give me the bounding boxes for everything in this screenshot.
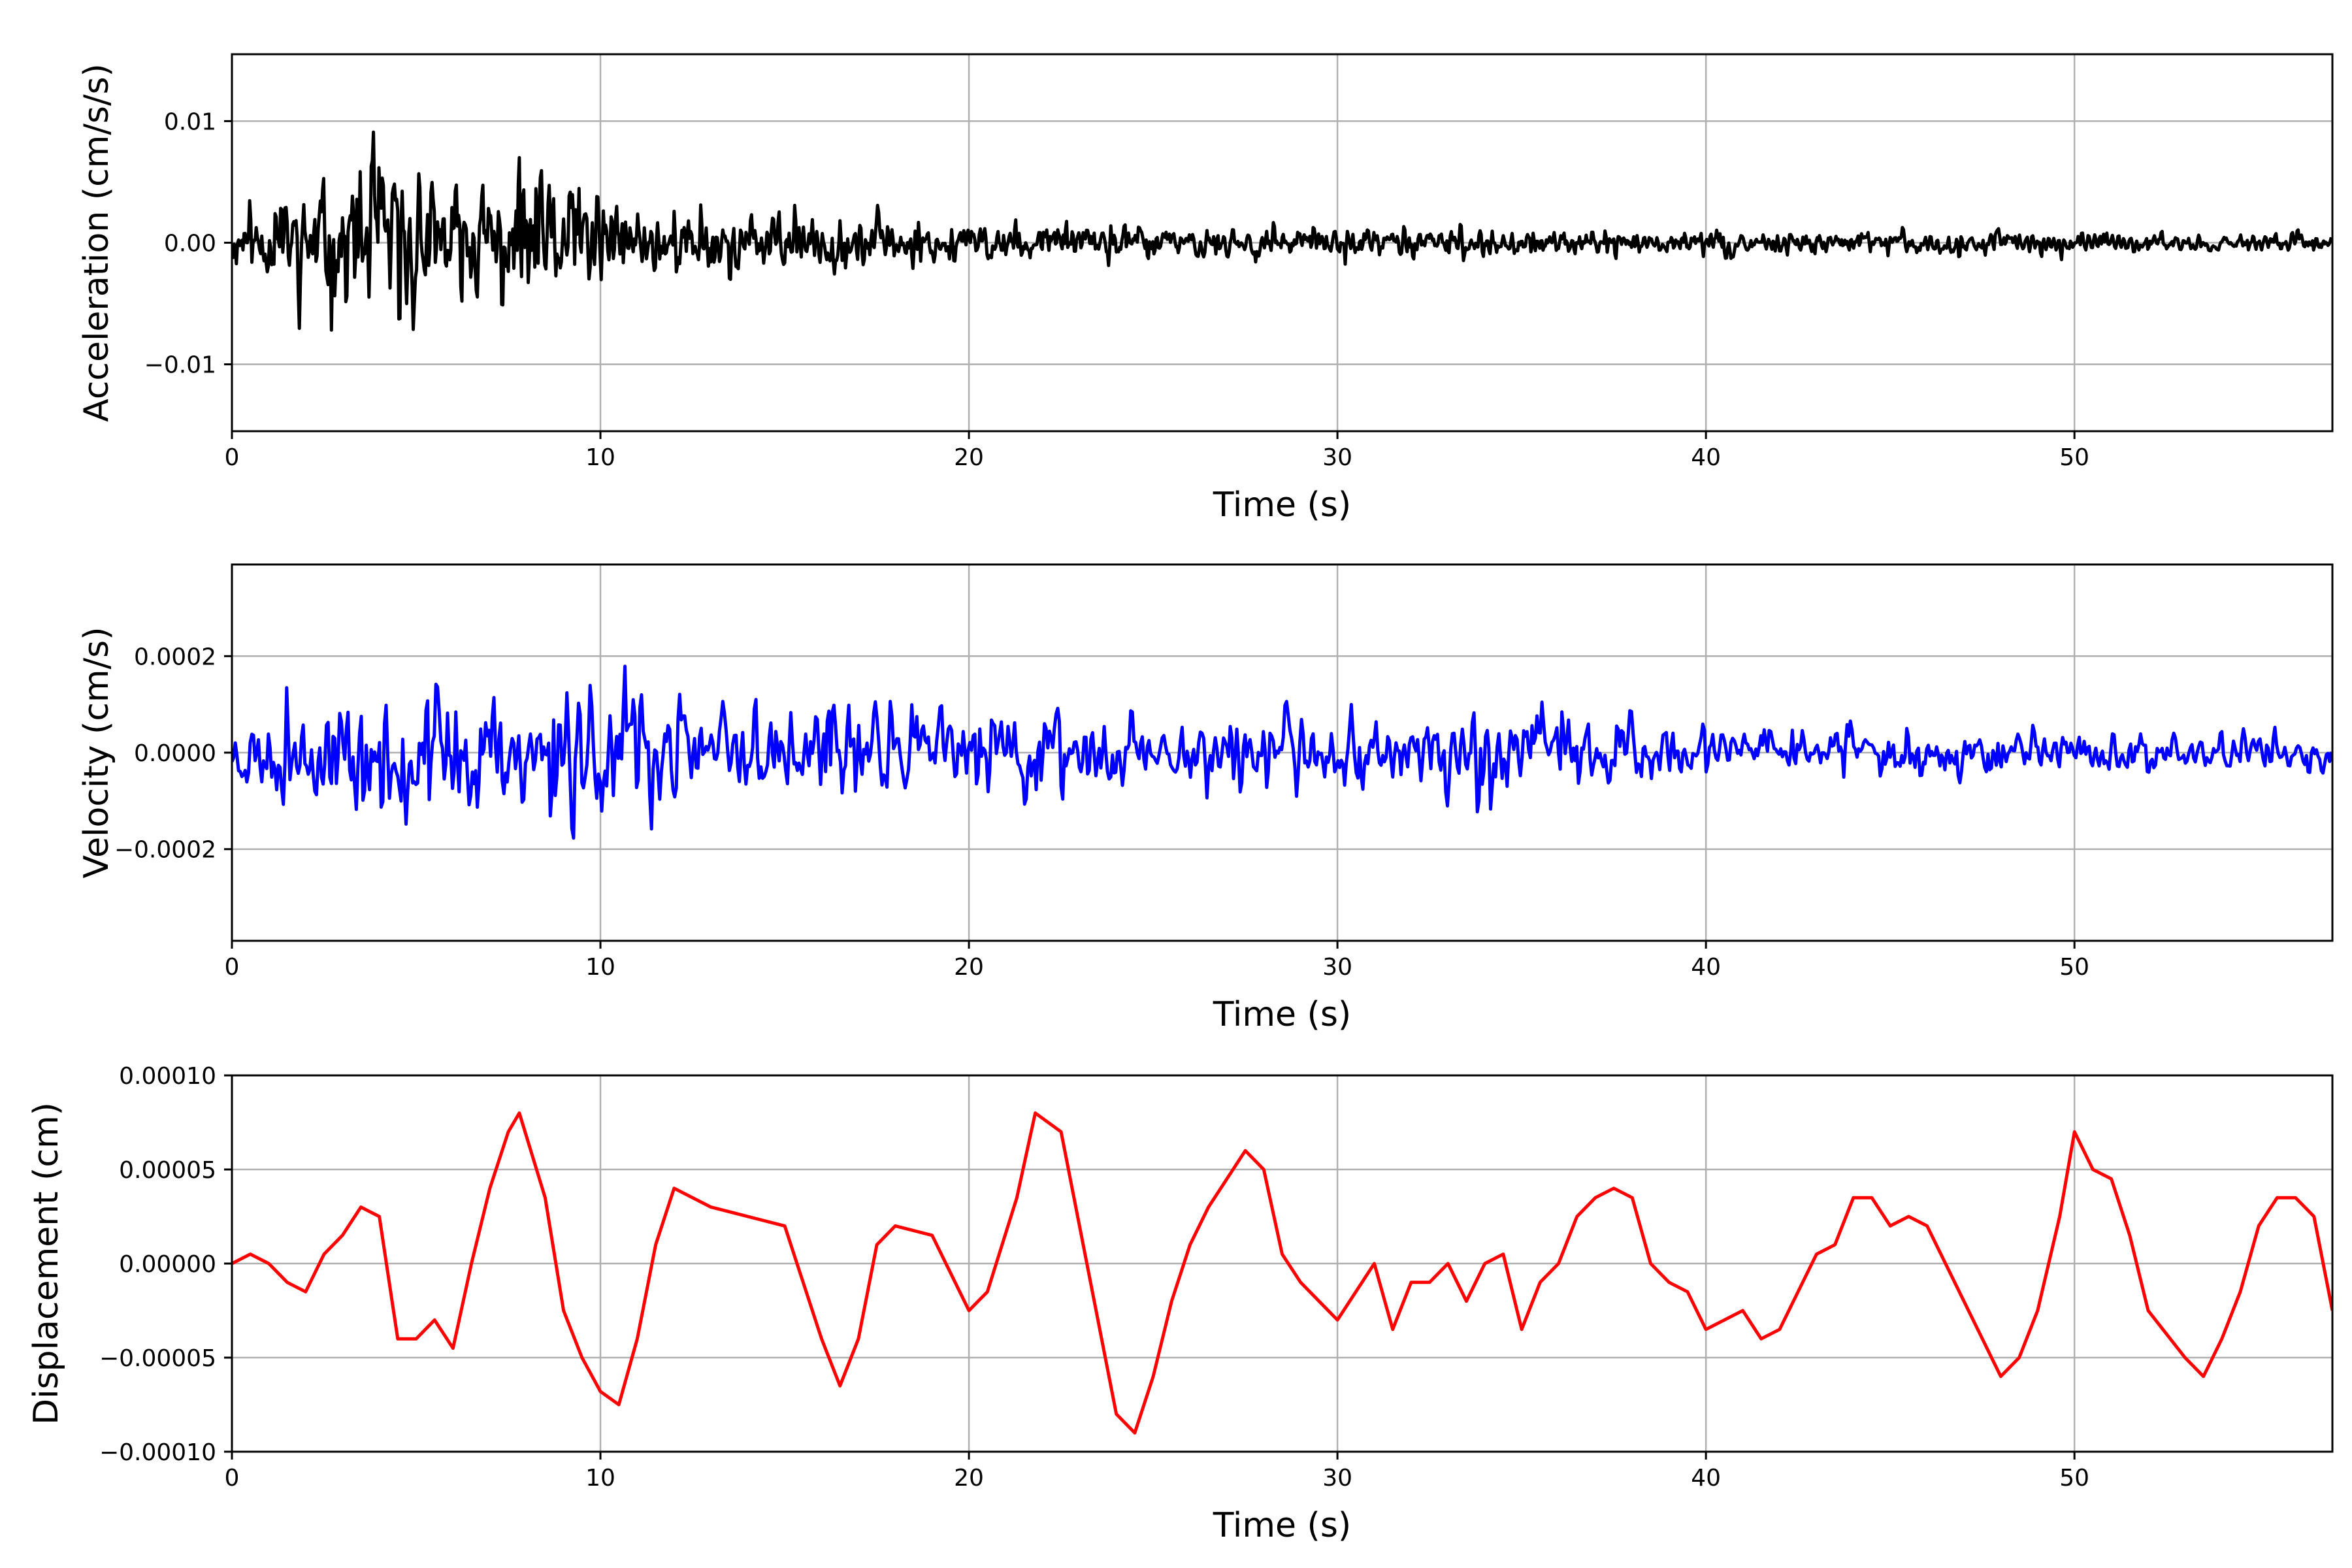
displacement-xlabel: Time (s)	[1213, 1506, 1351, 1545]
acceleration-series-line	[232, 130, 2332, 332]
displacement-xtick-label-5: 50	[2059, 1465, 2089, 1492]
displacement-ytick-label-3: 0.00005	[119, 1157, 216, 1184]
displacement-xtick-label-0: 0	[225, 1465, 240, 1492]
velocity-series-line	[232, 664, 2332, 840]
acceleration-xtick-label-4: 40	[1691, 444, 1721, 471]
displacement-xtick-label-3: 30	[1322, 1465, 1352, 1492]
acceleration-xtick-label-3: 30	[1322, 444, 1352, 471]
displacement-series-line	[232, 1111, 2332, 1435]
velocity-panel: 0 10 20 30 40 50 −0.0002 0.0000 0.0002 Time (s) Ve…	[77, 563, 2334, 1034]
displacement-xtick-label-2: 20	[954, 1465, 984, 1492]
displacement-panel: 0 10 20 30 40 50 −0.00010 −0.00005 0.00000 0.0000…	[27, 1063, 2334, 1545]
acceleration-xlabel: Time (s)	[1213, 485, 1351, 525]
displacement-ytick-label-4: 0.00010	[119, 1063, 216, 1090]
acceleration-ytick-label-1: 0.00	[164, 231, 216, 257]
displacement-ytick-label-0: −0.00010	[99, 1439, 216, 1466]
acceleration-xtick-label-2: 20	[954, 444, 984, 471]
acceleration-xtick-label-0: 0	[225, 444, 240, 471]
velocity-ylabel: Velocity (cm/s)	[77, 627, 116, 879]
velocity-ytick-label-0: −0.0002	[114, 837, 216, 864]
acceleration-xtick-label-5: 50	[2059, 444, 2089, 471]
velocity-xtick-label-0: 0	[225, 954, 240, 981]
displacement-ytick-label-2: 0.00000	[119, 1251, 216, 1278]
acceleration-xtick-label-1: 10	[585, 444, 615, 471]
velocity-xlabel: Time (s)	[1213, 995, 1351, 1034]
velocity-ytick-label-1: 0.0000	[134, 740, 216, 767]
velocity-xtick-label-3: 30	[1322, 954, 1352, 981]
velocity-xtick-label-5: 50	[2059, 954, 2089, 981]
displacement-ylabel: Displacement (cm)	[27, 1102, 66, 1425]
acceleration-ylabel: Acceleration (cm/s/s)	[77, 63, 116, 422]
acceleration-ytick-label-0: −0.01	[144, 352, 216, 379]
velocity-ytick-label-2: 0.0002	[134, 644, 216, 670]
displacement-xtick-label-4: 40	[1691, 1465, 1721, 1492]
velocity-xtick-label-1: 10	[585, 954, 615, 981]
displacement-xtick-label-1: 10	[585, 1465, 615, 1492]
velocity-xtick-label-2: 20	[954, 954, 984, 981]
velocity-xtick-label-4: 40	[1691, 954, 1721, 981]
displacement-ytick-label-1: −0.00005	[99, 1345, 216, 1372]
acceleration-panel: 0 10 20 30 40 50 −0.01 0.00 0.01 Time (s) Accelera…	[77, 53, 2334, 525]
acceleration-ytick-label-2: 0.01	[164, 108, 216, 135]
